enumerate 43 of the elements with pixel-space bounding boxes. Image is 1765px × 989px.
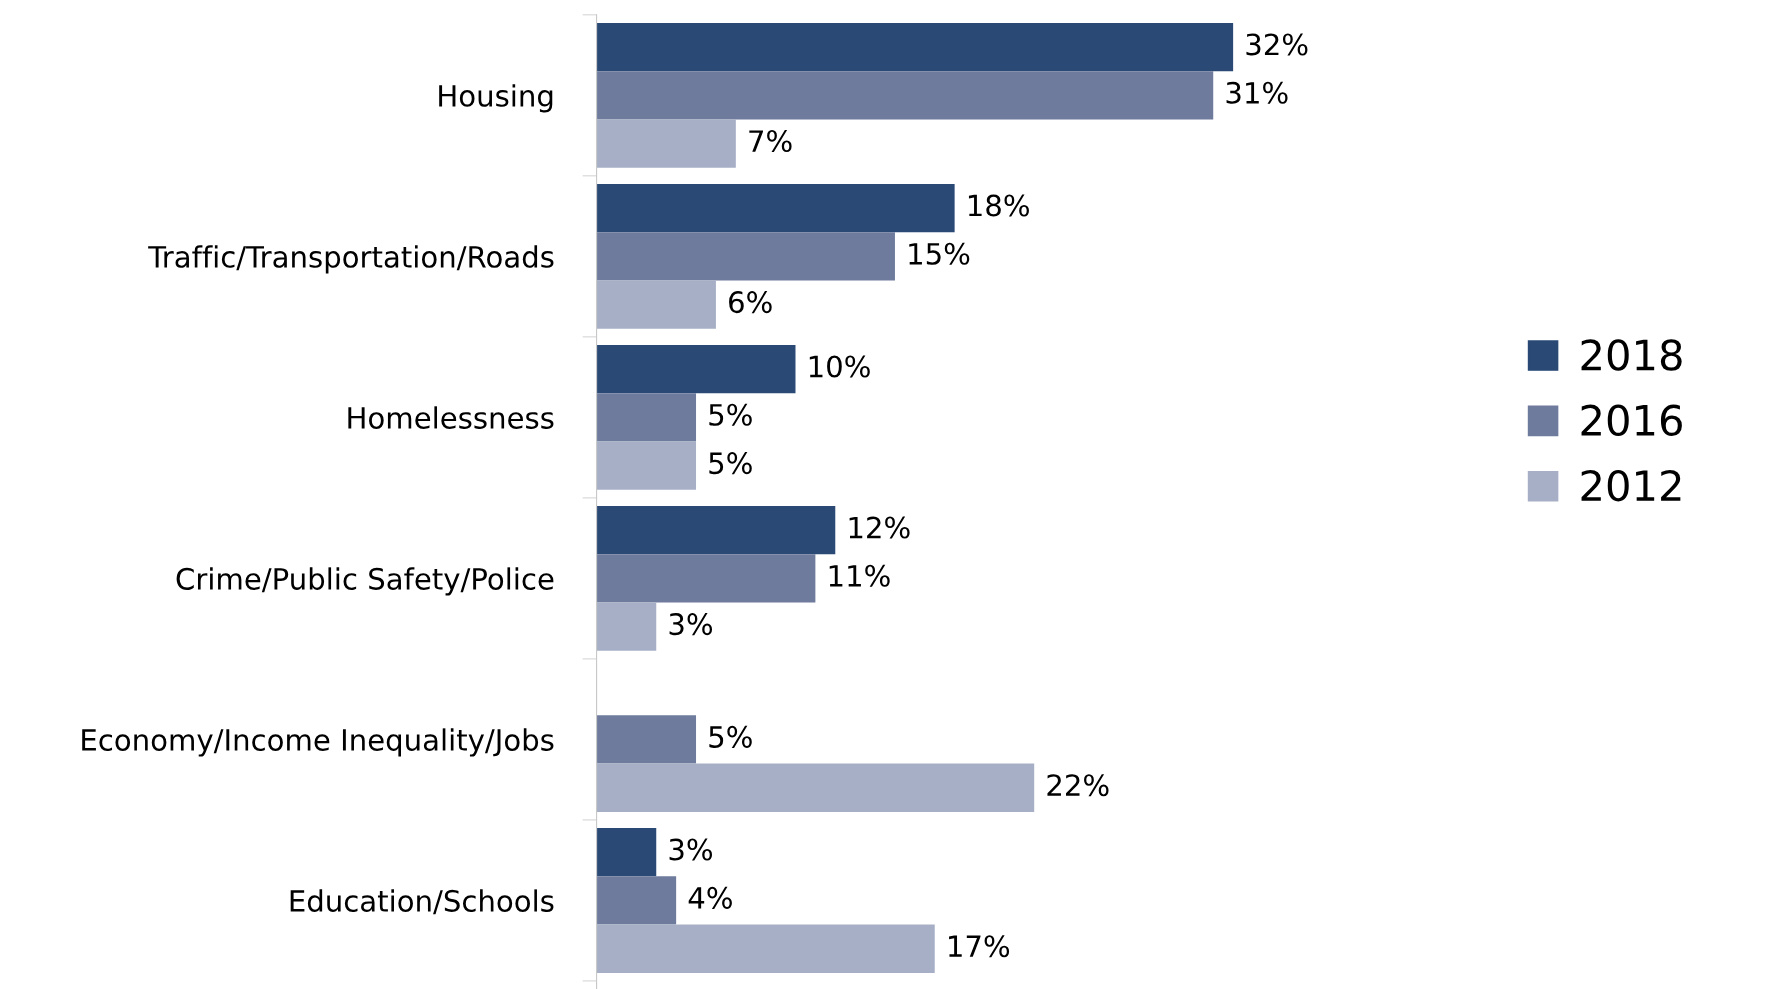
y-tick-label: Education/Schools bbox=[290, 889, 554, 915]
legend-label: 2018 bbox=[1581, 339, 1682, 371]
bar bbox=[596, 344, 796, 394]
data-label: 10% bbox=[809, 355, 870, 378]
data-label: 4% bbox=[688, 886, 732, 909]
bar bbox=[596, 183, 955, 233]
data-label: 15% bbox=[909, 242, 970, 265]
data-label: 11% bbox=[829, 564, 890, 587]
bar bbox=[596, 602, 657, 651]
bar bbox=[596, 119, 736, 168]
data-label: 3% bbox=[669, 613, 713, 636]
bar bbox=[596, 876, 677, 925]
data-label: 12% bbox=[849, 516, 910, 539]
bar bbox=[596, 441, 697, 490]
bar bbox=[596, 554, 816, 603]
bar bbox=[596, 393, 697, 442]
data-label: 22% bbox=[1047, 774, 1109, 797]
data-label: 6% bbox=[729, 291, 772, 314]
legend-label: 2012 bbox=[1581, 469, 1681, 502]
data-label: 18% bbox=[968, 194, 1029, 217]
data-label: 5% bbox=[709, 725, 752, 748]
y-tick-label: Housing bbox=[439, 84, 553, 113]
data-label: 31% bbox=[1226, 81, 1288, 104]
data-label: 7% bbox=[749, 130, 792, 153]
bar bbox=[596, 715, 697, 764]
legend-label: 2016 bbox=[1581, 404, 1682, 437]
bar bbox=[596, 827, 657, 877]
bar bbox=[596, 763, 1035, 812]
y-tick-label: Economy/Income Inequality/Jobs bbox=[82, 728, 554, 757]
bar bbox=[596, 280, 716, 329]
bar bbox=[596, 505, 836, 555]
bar bbox=[596, 924, 935, 973]
y-tick-label: Crime/Public Safety/Police bbox=[176, 567, 554, 596]
data-label: 17% bbox=[949, 935, 1010, 958]
bar bbox=[596, 71, 1214, 120]
y-tick-label: Traffic/Transportation/Roads bbox=[148, 245, 554, 274]
bar bbox=[596, 22, 1234, 72]
data-label: 5% bbox=[709, 452, 752, 475]
bar bbox=[596, 232, 895, 281]
data-label: 5% bbox=[709, 403, 752, 426]
y-tick-label: Homelessness bbox=[348, 406, 554, 429]
data-label: 32% bbox=[1246, 33, 1308, 56]
data-label: 3% bbox=[669, 838, 713, 861]
